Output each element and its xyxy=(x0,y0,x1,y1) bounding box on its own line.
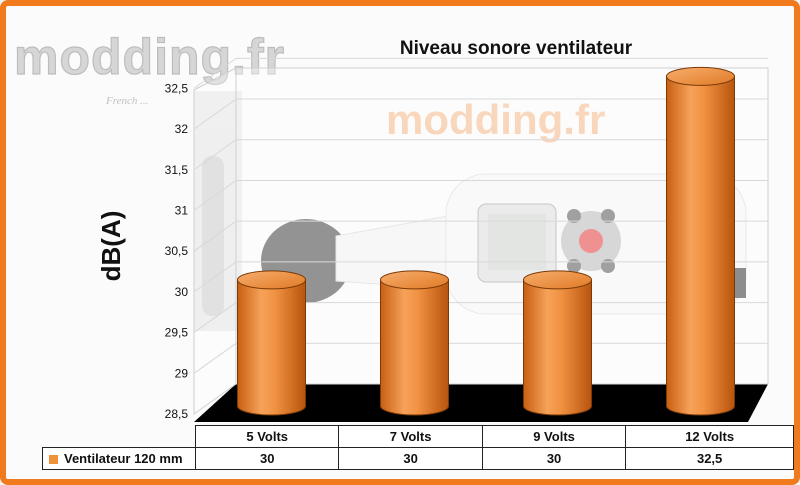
category-label: 12 Volts xyxy=(625,425,794,448)
category-label: 7 Volts xyxy=(338,425,483,448)
watermark-logo: modding.fr French ... xyxy=(13,28,285,107)
grid-line-side xyxy=(193,302,237,333)
y-tick-label: 31,5 xyxy=(165,163,189,177)
grid-line-side xyxy=(193,383,237,415)
legend-swatch xyxy=(49,455,58,465)
bar xyxy=(523,270,592,416)
y-tick-label: 30 xyxy=(175,285,189,299)
plot-walls xyxy=(193,67,769,422)
data-value: 30 xyxy=(194,447,340,470)
watermark-logo-text: modding.fr xyxy=(14,29,285,85)
grid-line-side xyxy=(193,139,237,171)
y-tick-label: 29,5 xyxy=(165,326,189,340)
y-tick-label: 30,5 xyxy=(165,244,189,258)
chart-title: Niveau sonore ventilateur xyxy=(400,38,633,59)
grid-line-side xyxy=(193,342,237,374)
bar xyxy=(237,270,306,416)
category-row: 5 Volts 7 Volts 9 Volts 12 Volts xyxy=(43,425,794,448)
y-axis-ticks: 28,5 29 29,5 30 30,5 31 31,5 32 32,5 xyxy=(165,81,189,421)
y-tick-label: 28,5 xyxy=(165,407,189,421)
category-label: 5 Volts xyxy=(194,425,340,448)
y-axis-label: dB(A) xyxy=(96,211,126,282)
series-name: Ventilateur 120 mm xyxy=(64,451,183,466)
grid-line-side xyxy=(193,180,237,211)
grid-line-side xyxy=(193,220,237,252)
y-tick-label: 32 xyxy=(175,122,189,136)
series-row: Ventilateur 120 mm 30 30 30 32,5 xyxy=(42,447,794,470)
center-watermark: modding.fr xyxy=(386,96,605,143)
watermark-tagline: French ... xyxy=(105,95,148,107)
grid-line-side xyxy=(193,98,237,130)
y-tick-label: 31 xyxy=(175,203,189,217)
data-value: 30 xyxy=(481,447,627,470)
grid-line-side xyxy=(193,261,237,293)
bar xyxy=(666,66,735,416)
bar xyxy=(380,270,449,416)
grid-line-side xyxy=(193,57,237,89)
floor xyxy=(194,384,768,422)
y-tick-label: 32,5 xyxy=(165,81,189,95)
chart-svg: modding.fr French ... modding.fr 28,5292… xyxy=(13,28,769,422)
data-table: 5 Volts 7 Volts 9 Volts 12 Volts Ventila… xyxy=(42,425,794,470)
category-label: 9 Volts xyxy=(481,425,627,448)
data-value: 30 xyxy=(338,447,483,470)
y-tick-label: 29 xyxy=(175,366,189,380)
bars xyxy=(237,66,735,416)
data-value: 32,5 xyxy=(625,447,794,470)
legend-entry: Ventilateur 120 mm xyxy=(42,447,196,470)
